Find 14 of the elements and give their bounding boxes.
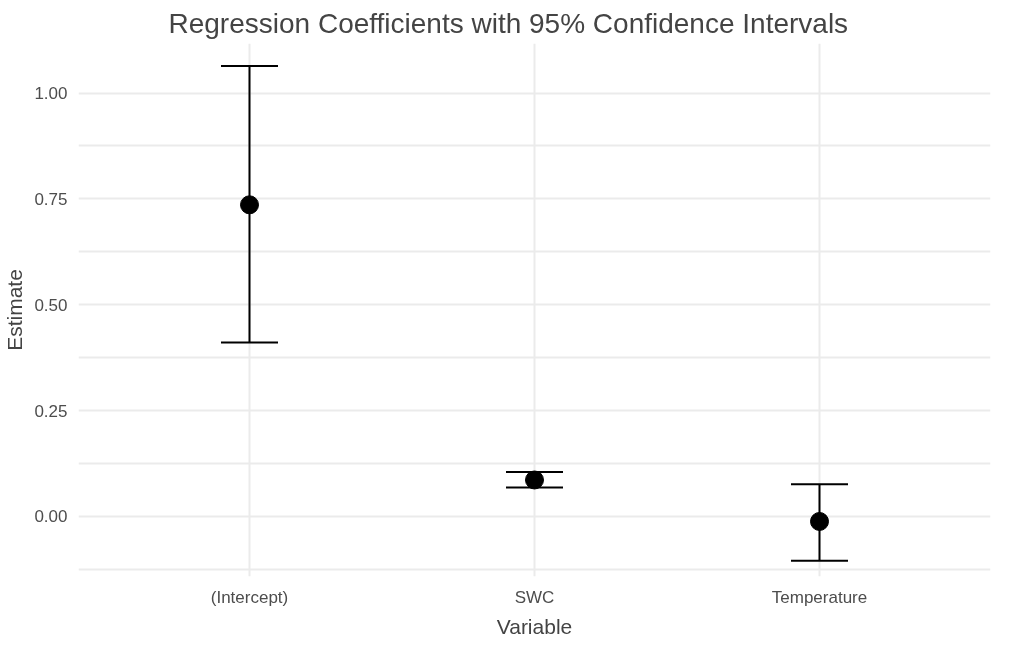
point xyxy=(810,511,829,531)
x-axis-title: Variable xyxy=(496,614,573,638)
point xyxy=(240,195,259,215)
x-tick-label: Temperature xyxy=(771,587,868,607)
y-tick-label: 1.00 xyxy=(34,84,68,104)
x-tick-label: SWC xyxy=(514,587,555,607)
chart-title: Regression Coefficients with 95% Confidence Intervals xyxy=(168,7,849,39)
point xyxy=(525,470,544,490)
y-tick-label: 0.25 xyxy=(34,401,68,421)
y-tick-label: 0.50 xyxy=(34,295,68,315)
y-tick-label: 0.00 xyxy=(34,507,68,527)
y-tick-label: 0.75 xyxy=(34,189,68,209)
y-axis-title: Estimate xyxy=(3,269,27,351)
x-tick-label: (Intercept) xyxy=(210,587,289,607)
